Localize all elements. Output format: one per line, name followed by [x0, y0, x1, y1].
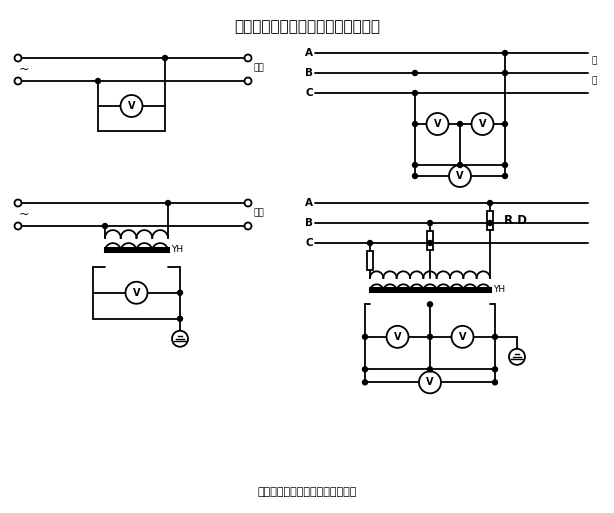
Circle shape	[427, 113, 448, 135]
Circle shape	[177, 316, 182, 321]
Circle shape	[15, 77, 21, 85]
Circle shape	[96, 78, 101, 84]
Text: V: V	[459, 332, 466, 342]
Text: B: B	[305, 68, 313, 78]
Circle shape	[120, 95, 142, 117]
Text: V: V	[433, 119, 441, 129]
Bar	[367, 251, 373, 270]
Circle shape	[362, 334, 368, 339]
Circle shape	[172, 331, 188, 347]
Circle shape	[492, 334, 497, 339]
Text: C: C	[305, 88, 313, 98]
Circle shape	[177, 290, 182, 295]
Circle shape	[502, 173, 508, 179]
Text: 负: 负	[592, 56, 597, 66]
Circle shape	[413, 163, 418, 168]
Circle shape	[427, 302, 432, 307]
Text: 负载: 负载	[253, 64, 264, 72]
Circle shape	[413, 70, 418, 75]
Circle shape	[15, 54, 21, 62]
Text: 交流与直流两用电压表的接线方法: 交流与直流两用电压表的接线方法	[257, 487, 357, 497]
Circle shape	[427, 241, 432, 246]
Circle shape	[244, 223, 252, 229]
Circle shape	[457, 122, 462, 127]
Circle shape	[244, 77, 252, 85]
Text: 线: 线	[592, 76, 597, 86]
Circle shape	[427, 221, 432, 226]
Circle shape	[427, 367, 432, 372]
Circle shape	[509, 349, 525, 365]
Circle shape	[502, 70, 508, 75]
Bar	[487, 211, 493, 230]
Text: 负载: 负载	[253, 208, 264, 218]
Text: YH: YH	[171, 245, 183, 253]
Circle shape	[166, 201, 171, 206]
Text: V: V	[479, 119, 486, 129]
Text: ~: ~	[19, 207, 29, 221]
Text: ~: ~	[19, 63, 29, 75]
Text: A: A	[305, 48, 313, 58]
Text: V: V	[128, 101, 135, 111]
Circle shape	[15, 223, 21, 229]
Circle shape	[362, 367, 368, 372]
Circle shape	[457, 163, 462, 168]
Text: V: V	[133, 288, 140, 298]
Circle shape	[488, 201, 492, 206]
Text: B: B	[305, 218, 313, 228]
Circle shape	[502, 50, 508, 55]
Circle shape	[103, 224, 107, 228]
Bar	[427, 231, 433, 250]
Circle shape	[413, 173, 418, 179]
Circle shape	[502, 163, 508, 168]
Circle shape	[449, 165, 471, 187]
Circle shape	[427, 334, 432, 339]
Circle shape	[368, 241, 373, 246]
Circle shape	[492, 367, 497, 372]
Circle shape	[488, 221, 492, 226]
Text: R D: R D	[504, 214, 527, 227]
Circle shape	[244, 54, 252, 62]
Text: A: A	[305, 198, 313, 208]
Text: V: V	[394, 332, 402, 342]
Circle shape	[15, 200, 21, 207]
Circle shape	[163, 55, 168, 61]
Circle shape	[362, 380, 368, 385]
Circle shape	[502, 122, 508, 127]
Text: 在接线中，不允许二次侧线圈短路。: 在接线中，不允许二次侧线圈短路。	[234, 19, 380, 34]
Circle shape	[244, 200, 252, 207]
Circle shape	[472, 113, 494, 135]
Circle shape	[413, 122, 418, 127]
Circle shape	[451, 326, 473, 348]
Text: V: V	[456, 171, 464, 181]
Circle shape	[413, 90, 418, 95]
Circle shape	[386, 326, 408, 348]
Circle shape	[125, 282, 147, 304]
Text: YH: YH	[493, 285, 505, 293]
Circle shape	[492, 380, 497, 385]
Text: C: C	[305, 238, 313, 248]
Text: V: V	[426, 378, 433, 387]
Circle shape	[419, 371, 441, 393]
